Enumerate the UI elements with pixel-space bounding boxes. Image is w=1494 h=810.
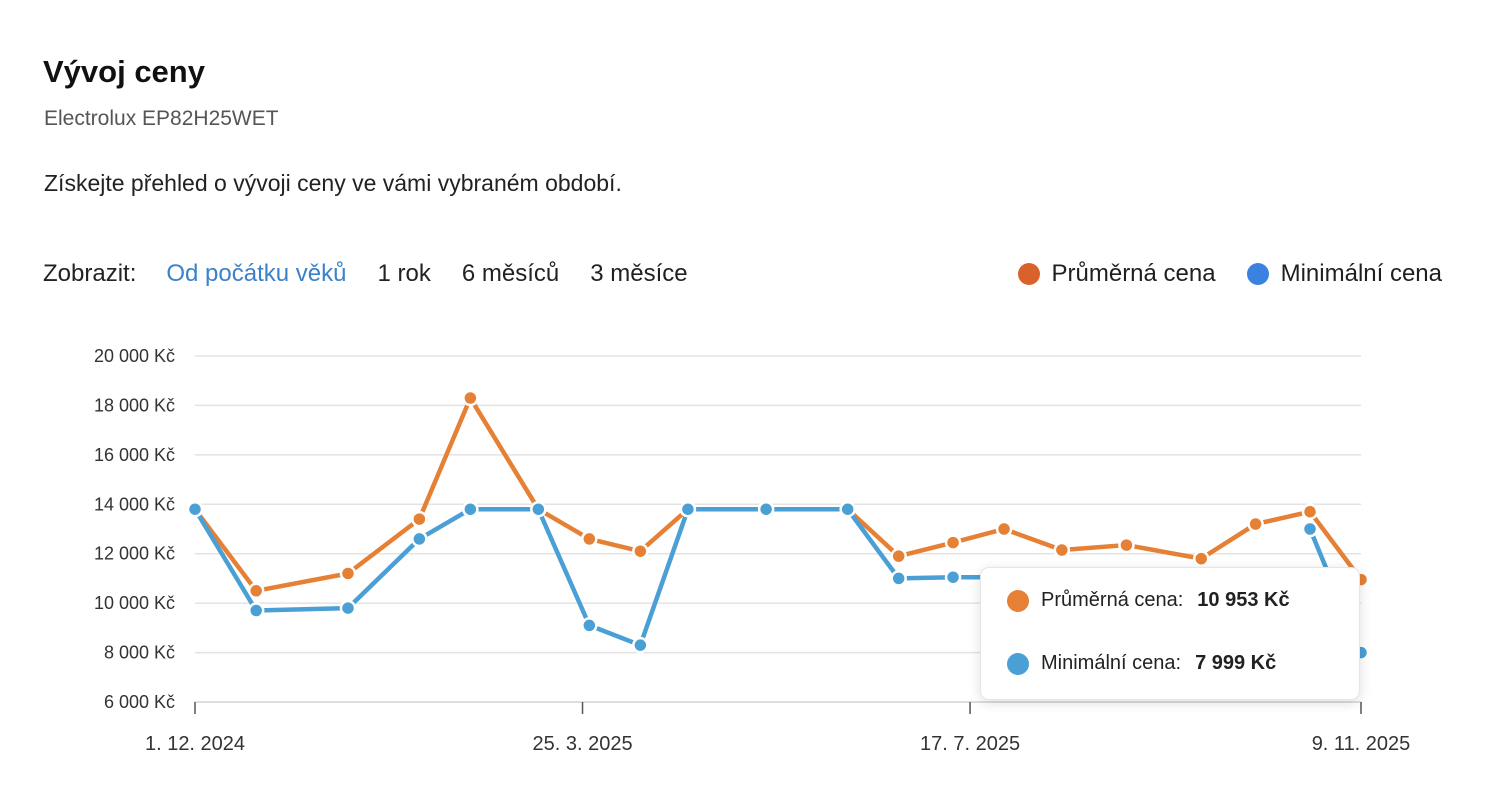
average-price-point xyxy=(581,530,598,548)
legend-dot-icon xyxy=(1017,263,1040,285)
description: Získejte přehled o vývoji ceny ve vámi v… xyxy=(44,170,622,196)
y-tick-label: 14 000 Kč xyxy=(94,494,175,514)
x-tick-label: 25. 3. 2025 xyxy=(532,733,632,755)
period-filter: Zobrazit: Od počátku věků 1 rok 6 měsíců… xyxy=(43,258,719,290)
product-name: Electrolux EP82H25WET xyxy=(44,107,279,130)
minimum-price-point xyxy=(247,602,265,619)
average-price-point xyxy=(944,534,962,551)
filter-option-3-months[interactable]: 3 měsíce xyxy=(590,260,688,287)
tooltip-row-minimum: Minimální cena: 7 999 Kč xyxy=(1007,652,1276,675)
x-tick-label: 17. 7. 2025 xyxy=(920,733,1020,755)
minimum-price-point xyxy=(890,570,907,587)
y-tick-label: 16 000 Kč xyxy=(94,445,175,465)
y-tick-label: 10 000 Kč xyxy=(94,593,175,613)
x-tick-label: 9. 11. 2025 xyxy=(1312,733,1411,755)
legend-item-average-price[interactable]: Průměrná cena xyxy=(1017,260,1216,288)
legend-item-minimum-price[interactable]: Minimální cena xyxy=(1246,260,1442,288)
average-price-point xyxy=(411,510,428,528)
minimum-price-point xyxy=(679,500,697,518)
average-price-line xyxy=(192,395,1364,594)
minimum-price-point xyxy=(839,500,856,518)
minimum-price-point xyxy=(632,636,649,654)
filter-option-all-time[interactable]: Od počátku věků xyxy=(166,260,347,287)
average-price-point xyxy=(1301,503,1319,520)
filter-option-6-months[interactable]: 6 měsíců xyxy=(461,260,560,287)
minimum-price-point xyxy=(581,617,598,634)
legend-label: Průměrná cena xyxy=(1051,260,1216,287)
minimum-price-point xyxy=(944,568,962,586)
minimum-price-point xyxy=(339,599,357,617)
tooltip-minimum-label: Minimální cena: xyxy=(1041,652,1182,674)
average-price-point xyxy=(995,520,1013,538)
average-price-point xyxy=(339,565,357,582)
filter-option-1-year[interactable]: 1 rok xyxy=(377,260,431,287)
average-price-point xyxy=(1053,541,1071,559)
tooltip-average-label: Průměrná cena: xyxy=(1041,589,1184,611)
chart-tooltip: Průměrná cena: 10 953 Kč Minimální cena:… xyxy=(980,567,1360,700)
average-price-point xyxy=(1247,515,1264,533)
average-price-point xyxy=(632,542,649,560)
average-price-point xyxy=(247,582,265,600)
minimum-price-point xyxy=(411,530,428,548)
legend-dot-icon xyxy=(1246,263,1269,285)
page-title: Vývoj ceny xyxy=(43,54,205,89)
y-tick-label: 20 000 Kč xyxy=(94,346,175,366)
minimum-price-line xyxy=(192,506,1007,648)
average-price-point xyxy=(462,389,479,407)
filter-label: Zobrazit: xyxy=(43,260,137,287)
y-tick-label: 8 000 Kč xyxy=(104,643,175,663)
tooltip-row-average: Průměrná cena: 10 953 Kč xyxy=(1007,589,1290,612)
minimum-price-point xyxy=(462,500,479,518)
legend-label: Minimální cena xyxy=(1280,260,1442,287)
y-tick-label: 6 000 Kč xyxy=(104,692,175,712)
minimum-price-point xyxy=(530,500,547,518)
y-tick-label: 12 000 Kč xyxy=(94,544,175,564)
y-tick-label: 18 000 Kč xyxy=(94,395,175,415)
tooltip-dot-icon xyxy=(1007,652,1029,675)
average-price-point xyxy=(890,547,907,565)
minimum-price-point xyxy=(1301,520,1319,538)
average-price-point xyxy=(1192,550,1210,567)
x-tick-label: 1. 12. 2024 xyxy=(145,733,245,755)
tooltip-average-value: 10 953 Kč xyxy=(1197,589,1290,611)
minimum-price-point xyxy=(186,500,204,518)
average-price-point xyxy=(1118,536,1135,554)
minimum-price-point xyxy=(757,500,775,518)
tooltip-dot-icon xyxy=(1007,589,1029,612)
tooltip-minimum-value: 7 999 Kč xyxy=(1195,652,1277,674)
chart-legend: Průměrná cena Minimální cena xyxy=(987,258,1442,290)
